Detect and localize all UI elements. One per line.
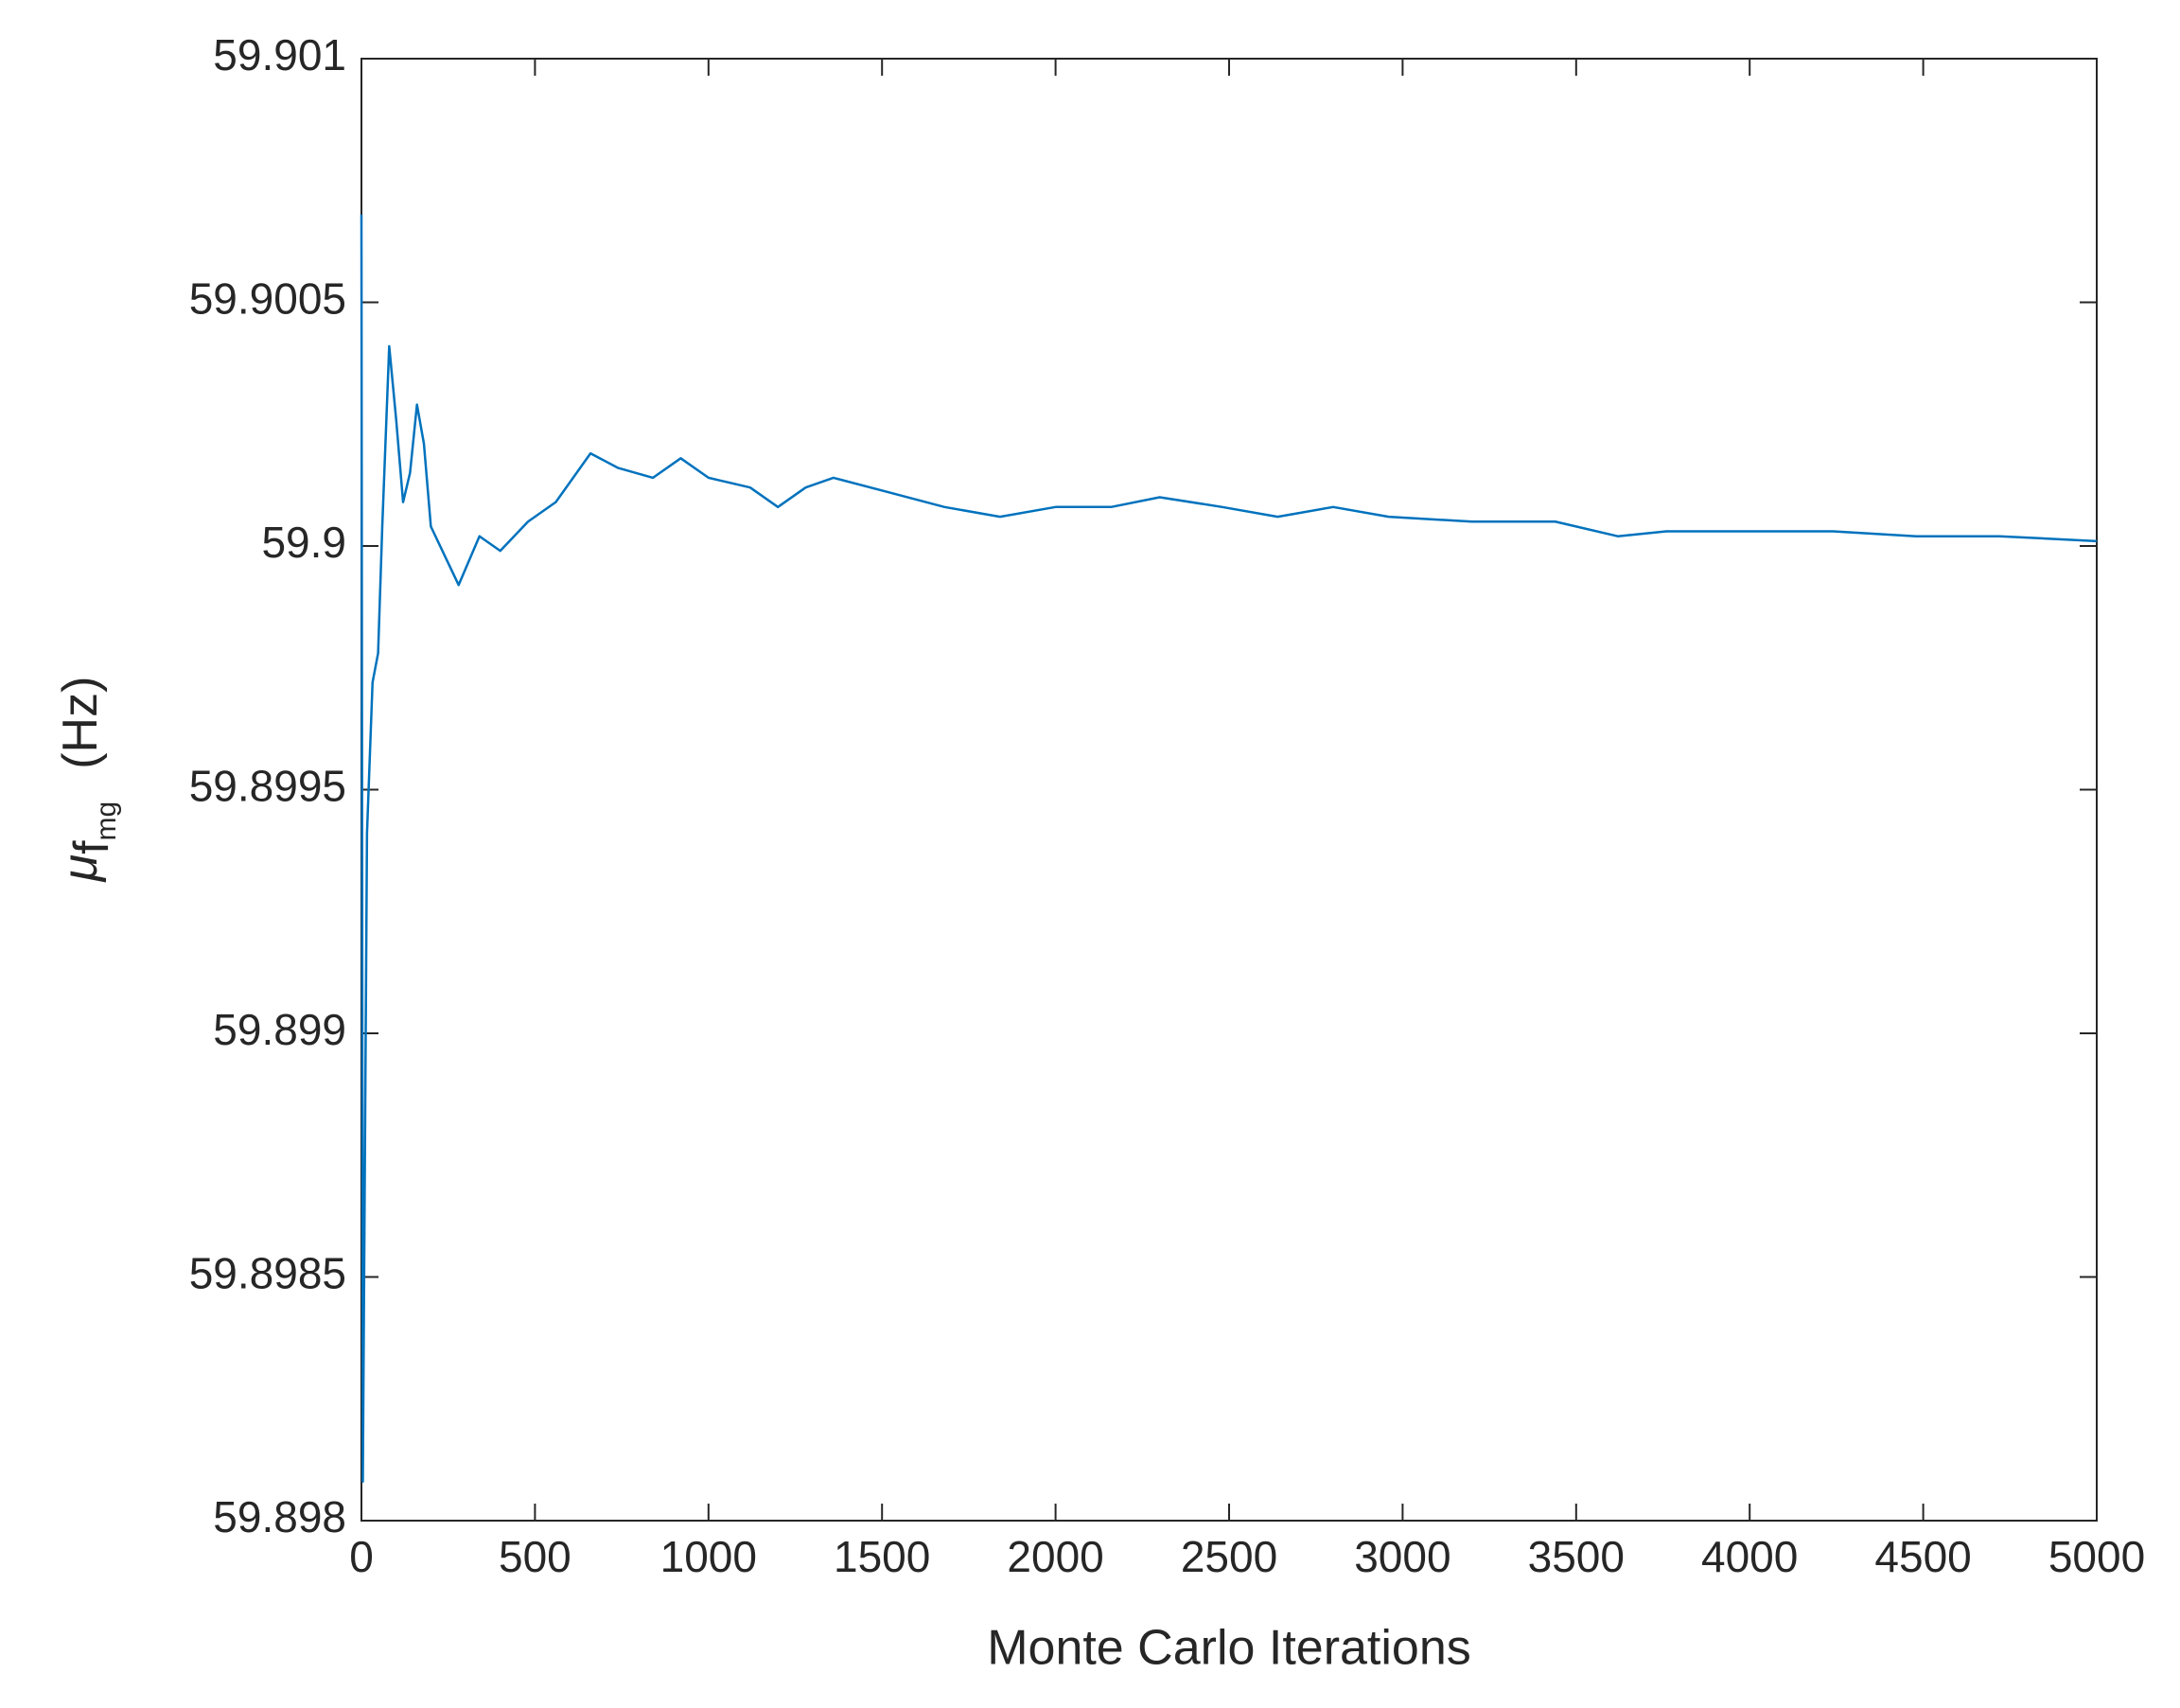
x-tick-label: 500 [499, 1532, 571, 1581]
y-tick-label: 59.8985 [189, 1249, 346, 1298]
y-tick-label: 59.8995 [189, 762, 346, 811]
x-axis-label: Monte Carlo Iterations [987, 1621, 1471, 1676]
x-tick-label: 2000 [1007, 1532, 1103, 1581]
plot-box [360, 58, 2098, 1522]
x-tick-label: 4000 [1701, 1532, 1798, 1581]
x-tick-label: 0 [349, 1532, 374, 1581]
y-axis-label: μfmg (Hz) [53, 677, 122, 884]
x-tick-label: 3500 [1528, 1532, 1625, 1581]
y-tick-label: 59.901 [213, 30, 346, 79]
x-tick-label: 1000 [660, 1532, 757, 1581]
y-tick-label: 59.899 [213, 1005, 346, 1054]
x-tick-label: 3000 [1354, 1532, 1450, 1581]
data-line [360, 214, 2098, 1484]
x-tick-label: 1500 [834, 1532, 930, 1581]
x-tick-label: 5000 [2048, 1532, 2145, 1581]
y-tick-label: 59.9 [261, 518, 346, 567]
x-tick-label: 4500 [1874, 1532, 1971, 1581]
y-label-unit: (Hz) [53, 677, 108, 769]
y-label-sub: f [64, 840, 119, 854]
y-label-subsub: mg [91, 801, 122, 841]
y-tick-label: 59.9005 [189, 274, 346, 324]
y-label-symbol: μ [53, 854, 108, 884]
x-tick-label: 2500 [1181, 1532, 1277, 1581]
y-tick-label: 59.898 [213, 1492, 346, 1541]
